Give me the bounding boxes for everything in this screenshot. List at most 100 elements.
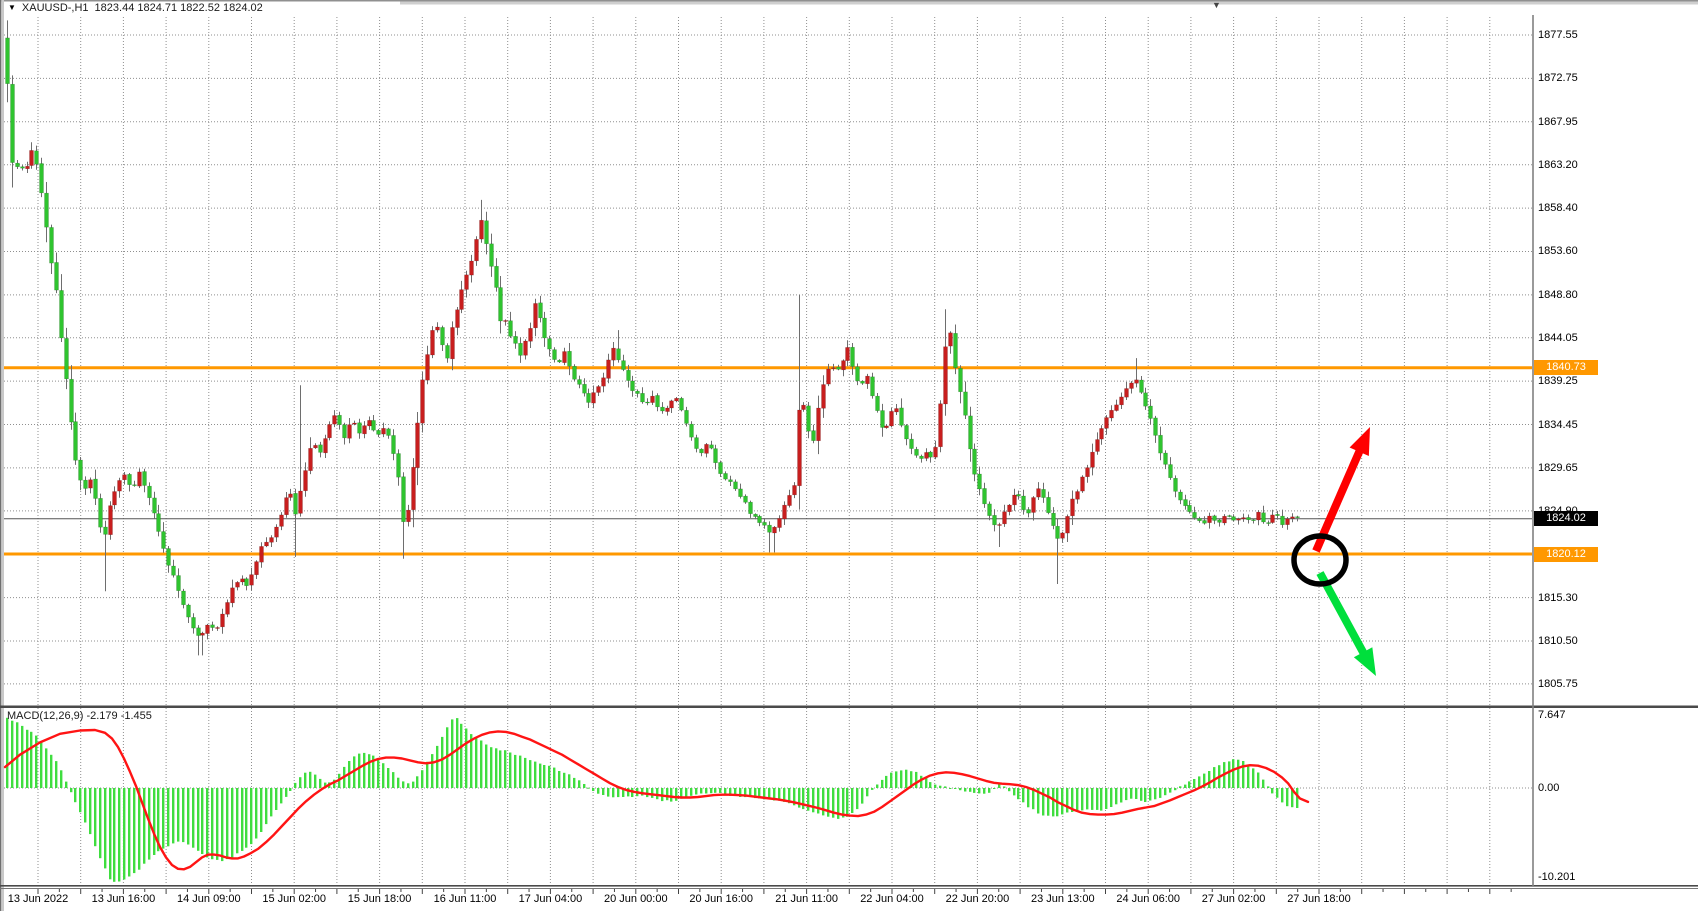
bear-candle bbox=[557, 359, 562, 363]
macd-histogram-bar bbox=[954, 788, 957, 789]
arrow-head[interactable] bbox=[1349, 427, 1370, 456]
macd-histogram-bar bbox=[11, 720, 14, 788]
bull-candle bbox=[274, 526, 279, 538]
bear-candle bbox=[855, 366, 860, 382]
macd-histogram-bar bbox=[881, 779, 884, 788]
chart-shift-marker-icon[interactable]: ▼ bbox=[1212, 0, 1221, 10]
bear-candle bbox=[34, 150, 39, 165]
bear-candle bbox=[982, 488, 987, 505]
bull-candle bbox=[1124, 388, 1129, 398]
bear-candle bbox=[1026, 509, 1031, 514]
bear-candle bbox=[699, 448, 704, 454]
price-axis-label: 1872.75 bbox=[1538, 72, 1578, 85]
bull-candle bbox=[1236, 518, 1241, 521]
bull-candle bbox=[367, 420, 372, 427]
arrow-head[interactable] bbox=[1353, 647, 1376, 676]
macd-histogram-bar bbox=[1066, 788, 1069, 813]
bull-candle bbox=[1119, 396, 1124, 406]
macd-histogram-bar bbox=[1286, 788, 1289, 807]
bear-candle bbox=[694, 437, 699, 449]
macd-histogram-bar bbox=[802, 788, 805, 810]
bull-candle bbox=[1065, 516, 1070, 534]
price-axis-label: 1858.40 bbox=[1538, 202, 1578, 215]
bull-candle bbox=[303, 470, 308, 492]
macd-histogram-bar bbox=[856, 788, 859, 810]
bear-candle bbox=[640, 393, 645, 403]
bear-candle bbox=[616, 348, 621, 361]
bull-candle bbox=[464, 274, 469, 290]
bear-candle bbox=[880, 410, 885, 428]
macd-histogram-bar bbox=[1032, 788, 1035, 810]
macd-histogram-bar bbox=[885, 775, 888, 788]
macd-histogram-bar bbox=[734, 788, 737, 796]
bear-candle bbox=[709, 444, 714, 449]
macd-histogram-bar bbox=[1276, 788, 1279, 798]
bull-candle bbox=[1109, 409, 1114, 419]
bear-candle bbox=[1173, 477, 1178, 492]
macd-histogram-bar bbox=[817, 788, 820, 814]
macd-histogram-bar bbox=[197, 788, 200, 851]
macd-histogram-bar bbox=[133, 788, 136, 874]
macd-histogram-bar bbox=[1213, 767, 1216, 788]
price-axis-label: 1815.30 bbox=[1538, 591, 1578, 604]
macd-histogram-bar bbox=[1237, 759, 1240, 788]
macd-histogram-bar bbox=[622, 788, 625, 797]
macd-histogram-bar bbox=[21, 725, 24, 788]
price-axis-label: 1834.45 bbox=[1538, 418, 1578, 431]
time-axis-label: 15 Jun 18:00 bbox=[347, 893, 412, 905]
bear-candle bbox=[870, 376, 875, 397]
bear-candle bbox=[73, 421, 78, 461]
ohlc-values: 1823.44 1824.71 1822.52 1824.02 bbox=[94, 2, 263, 14]
time-axis-label: 20 Jun 16:00 bbox=[689, 893, 753, 905]
macd-histogram-bar bbox=[358, 753, 361, 788]
bear-candle bbox=[1139, 379, 1144, 393]
macd-histogram-bar bbox=[558, 771, 561, 788]
bear-candle bbox=[972, 448, 977, 475]
time-axis-label: 23 Jun 13:00 bbox=[1030, 893, 1095, 905]
bear-candle bbox=[494, 265, 499, 288]
bear-candle bbox=[54, 262, 59, 291]
macd-histogram-bar bbox=[900, 770, 903, 788]
bear-candle bbox=[567, 350, 572, 367]
macd-histogram-bar bbox=[260, 788, 263, 832]
macd-histogram-bar bbox=[1027, 788, 1030, 808]
macd-histogram-bar bbox=[333, 779, 336, 788]
macd-histogram-bar bbox=[65, 781, 68, 788]
bull-candle bbox=[1114, 404, 1119, 411]
bull-candle bbox=[924, 452, 929, 459]
macd-histogram-bar bbox=[460, 723, 463, 788]
macd-histogram-bar bbox=[1281, 788, 1284, 803]
macd-histogram-bar bbox=[431, 754, 434, 788]
title-expander-icon[interactable]: ▼ bbox=[8, 3, 16, 12]
bull-candle bbox=[1256, 511, 1261, 521]
bear-candle bbox=[376, 430, 381, 435]
bull-candle bbox=[562, 351, 567, 363]
bear-candle bbox=[992, 515, 997, 526]
bull-candle bbox=[523, 340, 528, 356]
macd-histogram-bar bbox=[1179, 786, 1182, 788]
circle-annotation[interactable] bbox=[1291, 533, 1349, 587]
macd-histogram-bar bbox=[1042, 788, 1045, 816]
time-axis-label: 22 Jun 04:00 bbox=[860, 893, 924, 905]
macd-histogram-bar bbox=[250, 788, 253, 845]
macd-histogram-bar bbox=[778, 788, 781, 801]
bear-candle bbox=[161, 531, 166, 549]
bear-candle bbox=[186, 604, 191, 618]
bull-candle bbox=[601, 377, 606, 387]
macd-histogram-bar bbox=[1096, 788, 1099, 810]
time-axis-label: 27 Jun 02:00 bbox=[1201, 893, 1266, 905]
macd-histogram-bar bbox=[157, 788, 160, 852]
bull-candle bbox=[933, 446, 938, 458]
bull-candle bbox=[420, 379, 425, 424]
macd-histogram-bar bbox=[70, 788, 73, 793]
bear-candle bbox=[401, 476, 406, 523]
macd-histogram-bar bbox=[602, 788, 605, 795]
down-arrow-annotation[interactable] bbox=[1316, 571, 1370, 660]
time-axis-label: 15 Jun 02:00 bbox=[262, 893, 326, 905]
macd-histogram-bar bbox=[1135, 788, 1138, 799]
bull-candle bbox=[288, 493, 293, 498]
bear-candle bbox=[1280, 515, 1285, 526]
macd-histogram-bar bbox=[651, 788, 654, 798]
macd-histogram-bar bbox=[206, 788, 209, 858]
